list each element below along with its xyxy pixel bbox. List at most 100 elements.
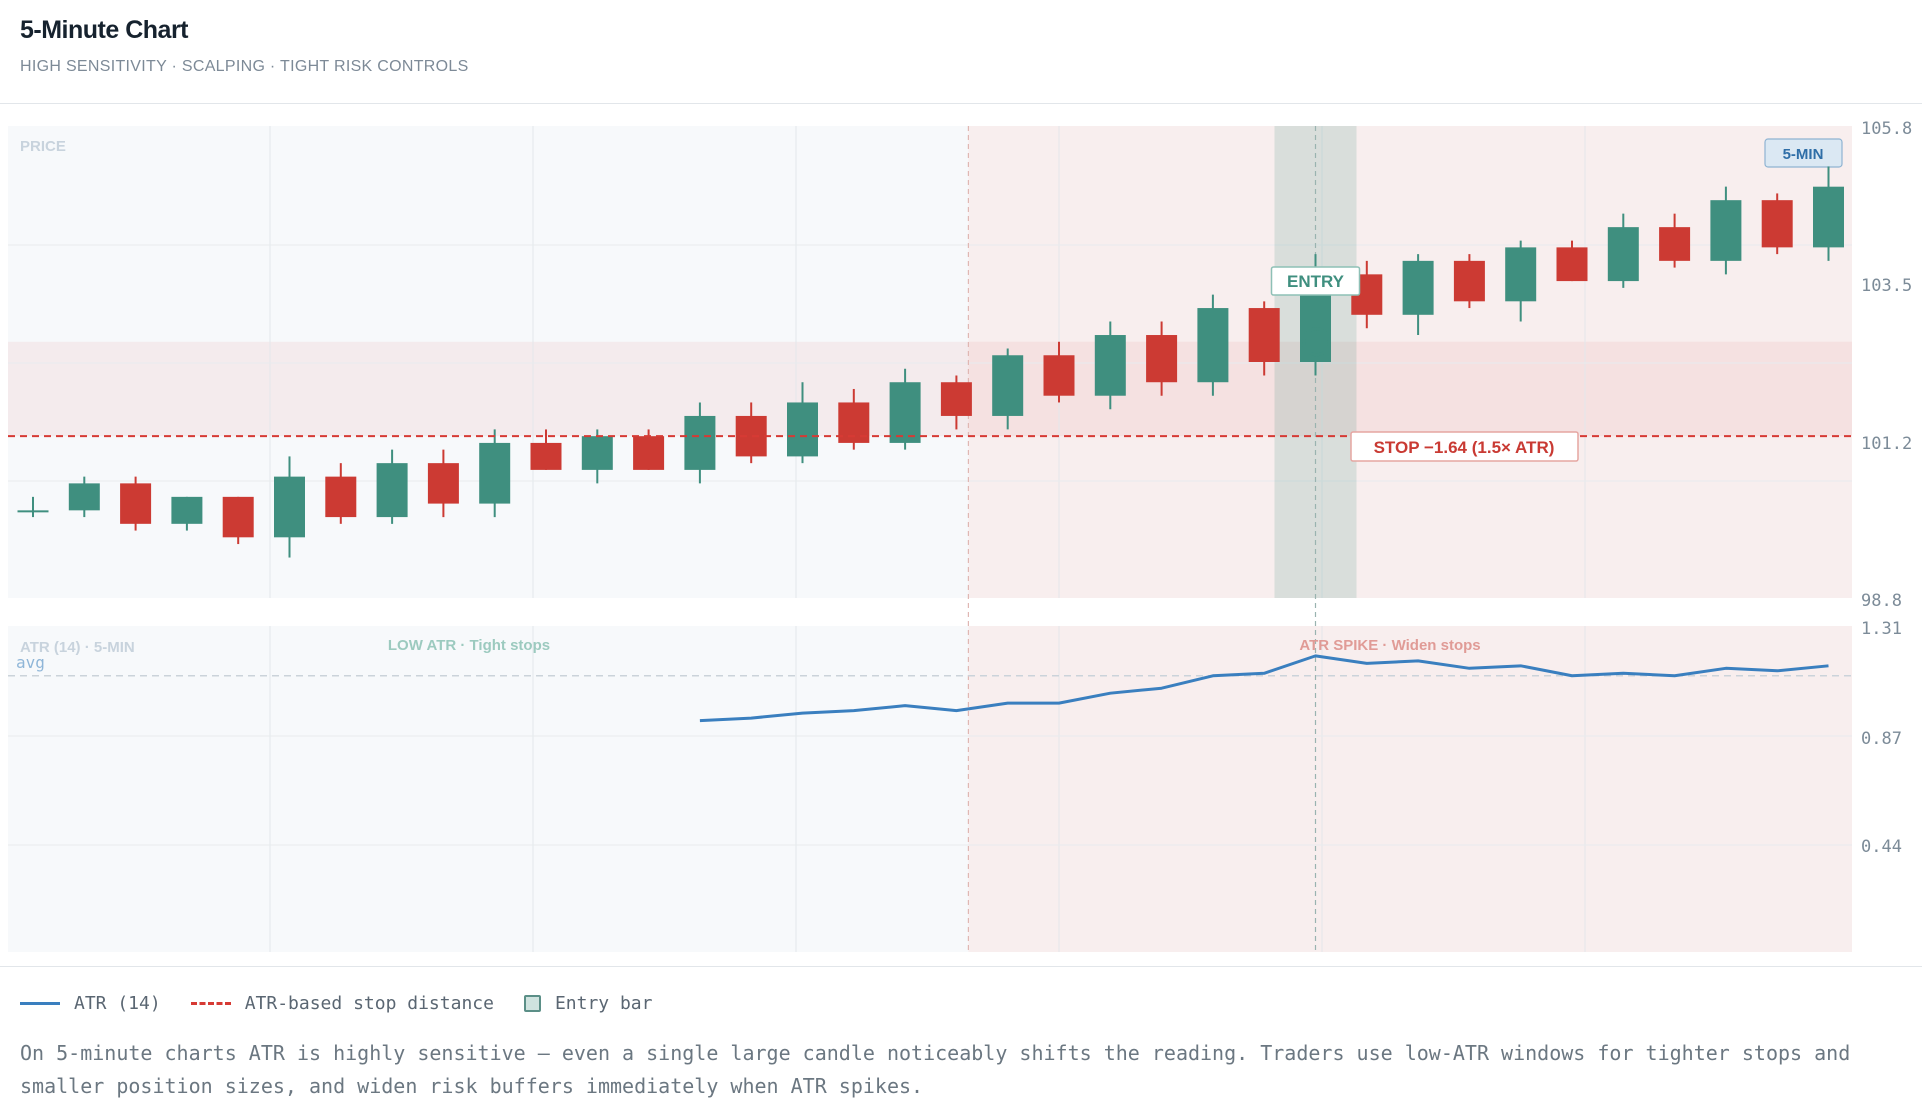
candle-body-24 (1248, 308, 1280, 362)
legend-atr-label: ATR (14) (74, 993, 161, 1014)
chart: PRICE ATR (14) · 5-MIN LOW ATR · Tight sto… (8, 119, 1912, 952)
timeframe-badge-box (1764, 138, 1843, 168)
atr-tick-label-0: 1.31 (1861, 619, 1902, 639)
atr-panel-label: ATR (14) · 5-MIN (20, 639, 135, 656)
candle-34 (1761, 193, 1793, 255)
candle-body-13 (684, 415, 716, 470)
candle-body-32 (1659, 227, 1691, 261)
atr-spike-label: ATR SPIKE · Widen stops (1299, 637, 1480, 654)
timeframe-badge: 5-MIN (1764, 138, 1843, 168)
candle-body-27 (1402, 260, 1434, 315)
candle-8 (427, 449, 459, 518)
candle-7 (376, 449, 408, 524)
atr-avg-label: avg (16, 653, 45, 672)
atr-line (699, 654, 1829, 723)
candle-body-23 (1197, 308, 1229, 383)
candle-31 (1607, 213, 1639, 288)
candle-body-12 (633, 436, 665, 470)
price-tick-label-0: 105.8 (1861, 119, 1912, 139)
stop-dash-swatch (190, 1002, 231, 1005)
candle-3 (171, 496, 203, 531)
stop-label-text: STOP −1.64 (1.5× ATR) (1374, 438, 1555, 457)
entry-marker (1302, 327, 1331, 357)
candle-body-4 (222, 496, 254, 538)
candle-body-18 (940, 382, 972, 416)
legend-item-entry: Entry bar (523, 993, 653, 1014)
candle-body-7 (376, 463, 408, 518)
candle-9 (479, 429, 511, 518)
candle-body-21 (1094, 335, 1126, 396)
candle-6 (325, 463, 357, 524)
candle-body-28 (1453, 260, 1485, 302)
candle-body-35 (1813, 186, 1844, 248)
entry-label: ENTRY (1270, 266, 1361, 296)
candle-1 (68, 476, 100, 518)
candle-24 (1248, 301, 1280, 376)
candle-body-34 (1761, 200, 1793, 248)
price-tick-label-1: 103.5 (1861, 276, 1912, 296)
timeframe-badge-text: 5-MIN (1783, 146, 1824, 163)
candle-4 (222, 496, 254, 545)
candle-21 (1094, 321, 1126, 410)
entry-label-text: ENTRY (1287, 272, 1345, 291)
candle-17 (889, 368, 921, 450)
chart-header: 5-Minute Chart HIGH SENSITIVITY · SCALPI… (0, 0, 1922, 104)
candle-35 (1813, 166, 1844, 261)
risk-zone (8, 341, 1852, 437)
candle-body-30 (1556, 247, 1588, 282)
stop-label-box (1350, 431, 1579, 462)
chart-description: On 5-minute charts ATR is highly sensiti… (20, 1041, 1851, 1098)
atr-tick-label-2: 0.44 (1861, 837, 1902, 857)
candle-body-8 (427, 463, 459, 504)
page-title: 5-Minute Chart (20, 16, 189, 44)
candle-body-5 (274, 476, 305, 538)
candle-body-2 (120, 483, 152, 524)
legend-item-stop: ATR-based stop distance (190, 993, 494, 1014)
legend: ATR (14) ATR-based stop distance Entry b… (20, 993, 683, 1014)
candle-body-31 (1607, 227, 1639, 282)
candle-10 (530, 429, 562, 470)
candle-body-1 (68, 483, 100, 511)
candle-body-3 (171, 496, 203, 524)
candle-32 (1659, 213, 1691, 268)
candle-23 (1197, 294, 1229, 396)
candle-18 (940, 375, 972, 430)
stop-label: STOP −1.64 (1.5× ATR) (1350, 431, 1579, 462)
candle-body-10 (530, 442, 562, 470)
low-atr-label: LOW ATR · Tight stops (388, 637, 550, 654)
candle-20 (1043, 341, 1075, 403)
entry-label-box (1270, 266, 1361, 296)
candle-13 (684, 402, 716, 484)
price-tick-label-2: 101.2 (1861, 434, 1912, 454)
legend-stop-label: ATR-based stop distance (244, 993, 494, 1014)
candle-body-17 (889, 382, 921, 443)
candle-28 (1453, 254, 1485, 309)
candle-body-15 (787, 402, 818, 457)
candle-0 (17, 496, 49, 518)
candle-body-9 (479, 442, 511, 504)
candle-19 (992, 348, 1024, 430)
candle-11 (581, 429, 613, 484)
candle-22 (1146, 321, 1178, 396)
candle-body-20 (1043, 355, 1075, 396)
candle-body-29 (1505, 247, 1537, 302)
candle-body-19 (992, 355, 1024, 416)
page-subtitle: HIGH SENSITIVITY · SCALPING · TIGHT RISK… (20, 58, 469, 75)
candle-body-33 (1710, 200, 1742, 261)
spike-shade-atr (968, 626, 1852, 952)
atr-tick-label-1: 0.87 (1861, 729, 1902, 749)
candle-body-6 (325, 476, 357, 518)
candle-29 (1505, 240, 1537, 322)
price-tick-label-3: 98.8 (1861, 591, 1902, 611)
candle-2 (120, 476, 152, 531)
candle-30 (1556, 240, 1588, 282)
chart-footer: ATR (14) ATR-based stop distance Entry b… (0, 966, 1922, 1114)
legend-item-atr: ATR (14) (20, 993, 161, 1014)
candle-27 (1402, 254, 1434, 336)
candle-body-0 (17, 510, 49, 513)
atr-line-swatch (20, 1002, 60, 1005)
legend-entry-label: Entry bar (554, 993, 653, 1014)
price-panel-label: PRICE (20, 138, 66, 155)
candle-body-22 (1146, 335, 1178, 383)
candle-body-11 (581, 436, 613, 470)
